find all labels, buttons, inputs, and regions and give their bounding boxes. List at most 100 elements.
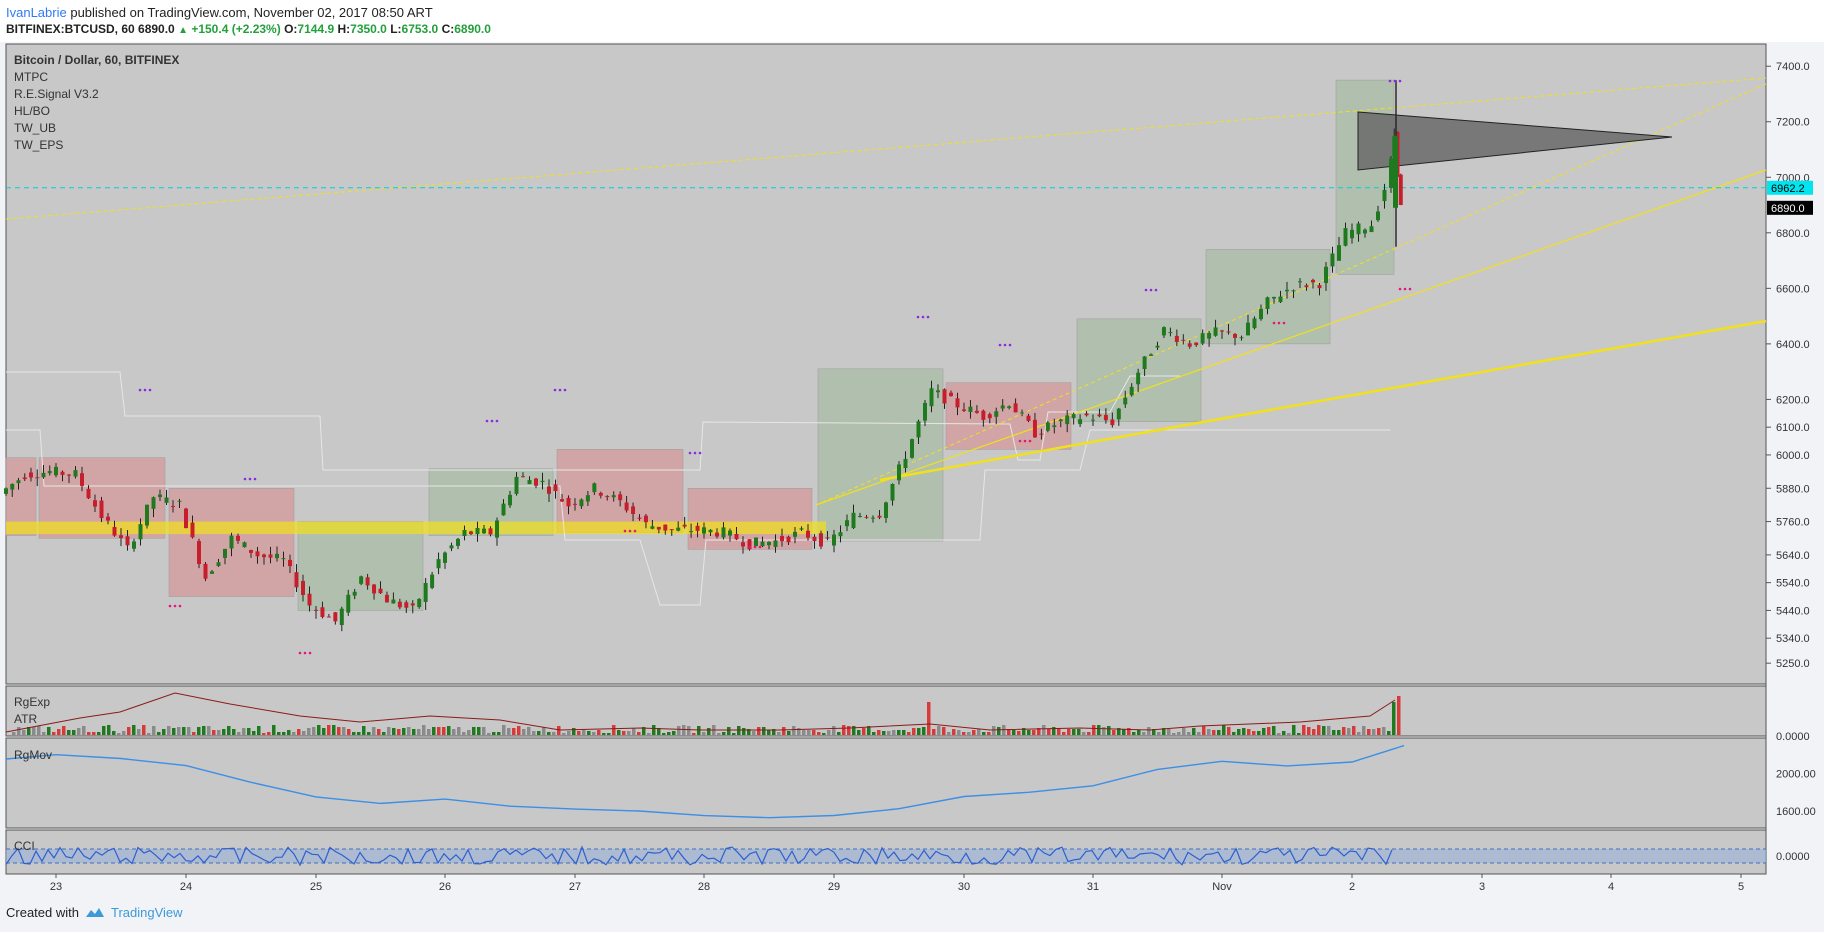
volume-bar: [147, 733, 151, 735]
candle: [585, 495, 590, 502]
candle: [1194, 342, 1199, 346]
candle: [1142, 356, 1147, 370]
price-tag-label: 6890.0: [1771, 203, 1805, 215]
volume-bar: [637, 732, 641, 735]
volume-bar: [537, 731, 541, 735]
candle: [553, 484, 558, 492]
tradingview-link[interactable]: TradingView: [110, 905, 183, 920]
volume-bar: [52, 732, 56, 735]
candle: [22, 477, 27, 480]
candle: [80, 473, 84, 486]
candle: [443, 552, 447, 563]
volume-bar: [207, 726, 211, 735]
footer: Created with TradingView: [6, 905, 183, 920]
candle: [1239, 337, 1244, 339]
candle: [469, 531, 473, 534]
volume-bar: [317, 725, 321, 735]
volume-bar: [297, 729, 301, 735]
candle: [974, 410, 979, 413]
volume-bar: [747, 729, 751, 735]
signal-zone: [556, 449, 684, 533]
candle: [903, 458, 908, 469]
candle: [669, 529, 674, 531]
volume-bar: [1197, 732, 1201, 735]
volume-bar: [927, 702, 931, 735]
signal-dot: [485, 419, 489, 423]
volume-bar: [1332, 730, 1336, 735]
volume-bar: [727, 727, 731, 735]
volume-bar: [272, 725, 276, 735]
volume-bar: [1007, 729, 1011, 735]
volume-bar: [447, 726, 451, 735]
candle: [624, 502, 629, 511]
candle: [1065, 415, 1070, 425]
volume-bar: [1387, 731, 1391, 735]
volume-bar: [612, 725, 616, 735]
volume-bar: [767, 730, 771, 735]
candle: [410, 603, 415, 606]
candle: [728, 530, 732, 536]
candle: [767, 541, 771, 546]
volume-bar: [367, 732, 371, 735]
volume-bar: [1162, 728, 1166, 735]
rgmov-line: 1600.00 2000.00: [5, 744, 1816, 819]
signal-dot: [753, 545, 757, 549]
volume-bar: [472, 727, 476, 735]
x-tick-label: 4: [1608, 881, 1614, 893]
volume-bar: [382, 732, 386, 735]
volume-bar: [1132, 732, 1136, 735]
signal-dot: [168, 604, 172, 608]
signal-dot: [926, 315, 930, 319]
volume-bar: [392, 728, 396, 735]
author-link[interactable]: IvanLabrie: [6, 5, 67, 20]
signal-dot: [623, 529, 627, 533]
candle: [372, 584, 377, 594]
candle: [618, 494, 623, 501]
published-text: published on TradingView.com, November 0…: [70, 5, 433, 20]
volume-bar: [622, 731, 626, 735]
volume-bar: [227, 726, 231, 735]
signal-zone: [817, 368, 944, 542]
candle: [268, 554, 273, 558]
volume-bar: [977, 729, 981, 735]
volume-bar: [87, 732, 91, 735]
candle: [1200, 333, 1205, 344]
legend-indicator: MTPC: [14, 70, 48, 84]
volume-bar: [562, 733, 566, 735]
y-tick-label: 5340.0: [1776, 633, 1810, 645]
volume-bar: [292, 732, 296, 735]
volume-pane[interactable]: [5, 685, 1767, 737]
candle: [1324, 266, 1328, 284]
volume-bar: [77, 728, 81, 735]
candle: [962, 409, 966, 411]
volume-bar: [1072, 729, 1076, 735]
volume-bar: [1032, 730, 1036, 735]
rgmov-pane[interactable]: [5, 737, 1767, 829]
candle: [1207, 333, 1212, 339]
volume-bar: [492, 732, 496, 735]
candle: [119, 535, 123, 539]
candle: [1174, 335, 1179, 342]
candle: [747, 539, 752, 550]
candle: [93, 500, 97, 507]
volume-bar: [412, 729, 416, 735]
y-tick-label: 5880.0: [1776, 483, 1810, 495]
dashed-channel-top: [5, 77, 1767, 220]
signal-dot: [693, 451, 697, 455]
candle: [190, 522, 195, 538]
candle: [1097, 414, 1102, 417]
volume-bar: [862, 728, 866, 735]
volume-bar: [642, 727, 646, 735]
volume-bar: [202, 726, 206, 735]
candle: [60, 471, 65, 475]
volume-bar: [1142, 732, 1146, 735]
candle: [430, 574, 435, 588]
volume-bar: [437, 727, 441, 735]
volume-bar: [1092, 725, 1096, 735]
volume-bar: [762, 727, 766, 735]
volume-bar: [1107, 726, 1111, 735]
signal-dot: [495, 419, 499, 423]
candle: [1246, 322, 1250, 336]
candle: [158, 494, 162, 498]
